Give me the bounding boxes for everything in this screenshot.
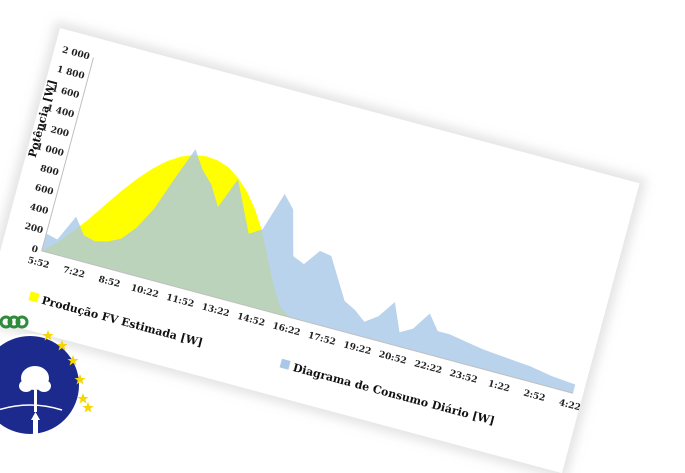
x-tick-label: 1:22 [487, 379, 511, 394]
x-tick-label: 10:22 [130, 283, 160, 300]
logo [0, 315, 94, 438]
y-tick-label: 200 [23, 222, 44, 237]
x-tick-label: 7:22 [62, 265, 86, 280]
x-tick-label: 19:22 [342, 340, 372, 357]
legend-label-consumo: Diagrama de Consumo Diário [W] [291, 361, 496, 428]
y-tick-label: 0 [30, 244, 39, 255]
y-tick-label: 1 800 [56, 65, 86, 82]
x-tick-label: 16:22 [271, 321, 301, 338]
x-tick-label: 2:52 [522, 389, 546, 404]
area-consumo-diario [41, 149, 576, 394]
x-tick-label: 23:52 [448, 369, 478, 386]
x-tick-label: 13:22 [200, 302, 230, 319]
x-tick-label: 8:52 [97, 275, 121, 290]
x-tick-label: 17:52 [307, 331, 337, 348]
x-tick-label: 5:52 [26, 256, 50, 271]
x-tick-label: 11:52 [165, 293, 195, 310]
y-tick-label: 800 [39, 164, 60, 179]
x-tick-label: 14:52 [236, 312, 266, 329]
x-tick-label: 20:52 [378, 350, 408, 367]
x-tick-label: 4:22 [558, 398, 582, 413]
legend-swatch-consumo [279, 358, 291, 370]
y-tick-label: 600 [34, 183, 55, 198]
logo-emblem [0, 315, 94, 438]
y-axis-line [41, 57, 94, 251]
y-tick-label: 2 000 [61, 45, 91, 62]
x-tick-label: 22:22 [413, 359, 443, 376]
legend-swatch-producao [28, 291, 40, 303]
x-axis-line [41, 250, 574, 394]
y-tick-label: 400 [28, 202, 49, 217]
